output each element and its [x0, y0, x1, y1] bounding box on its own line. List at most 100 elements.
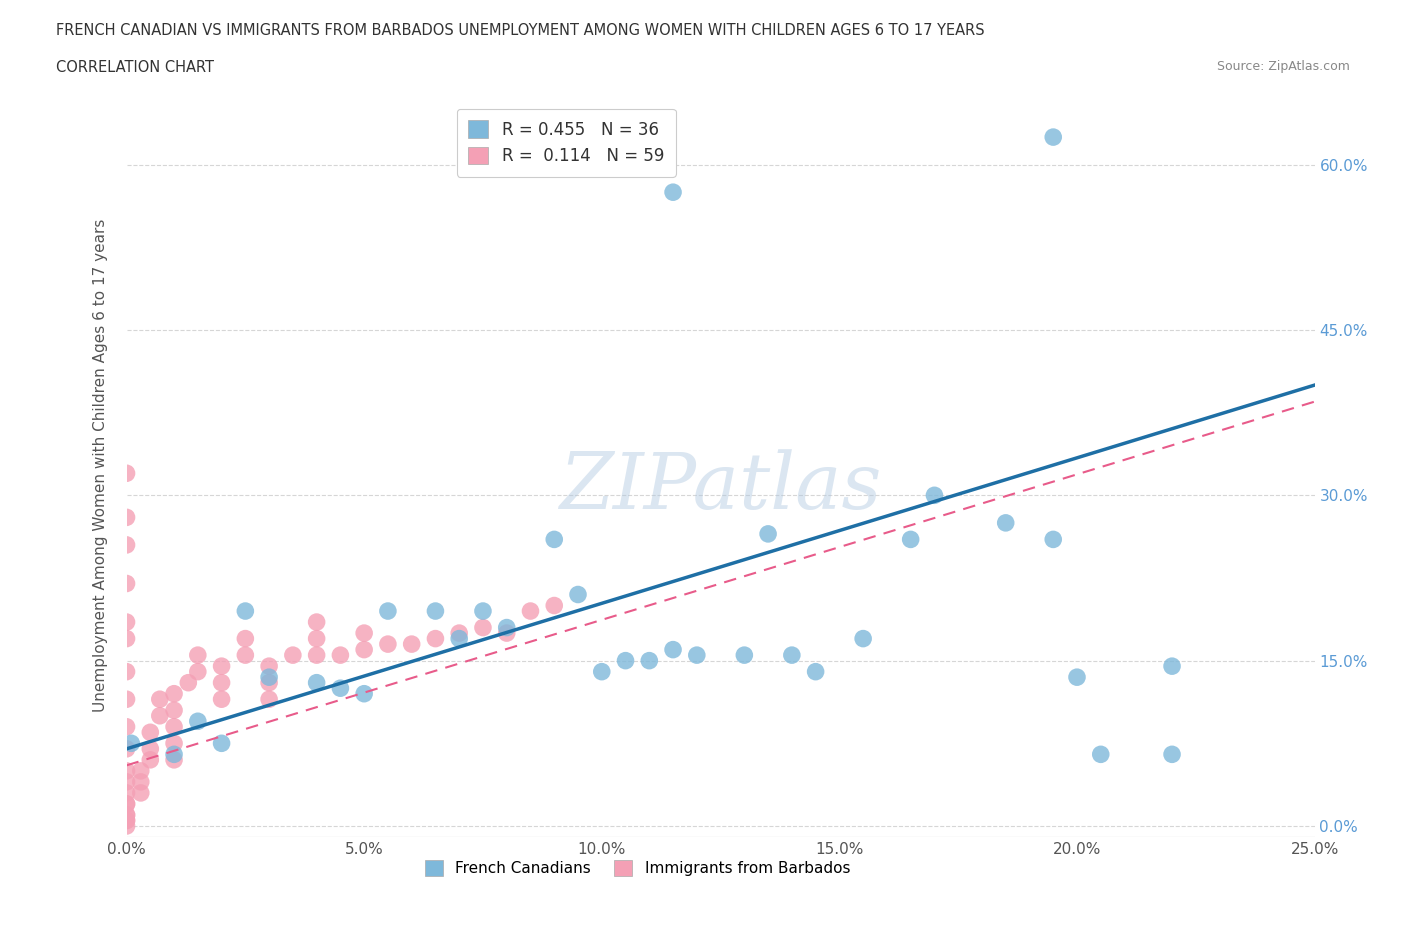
Point	[780, 647, 803, 662]
Point	[115, 813, 138, 828]
Point	[257, 675, 280, 690]
Point	[233, 604, 257, 618]
Point	[257, 692, 280, 707]
Point	[614, 653, 637, 668]
Point	[139, 741, 162, 756]
Point	[211, 675, 233, 690]
Point	[163, 703, 186, 718]
Point	[257, 670, 280, 684]
Point	[139, 752, 162, 767]
Text: ZIPatlas: ZIPatlas	[560, 449, 882, 525]
Text: CORRELATION CHART: CORRELATION CHART	[56, 60, 214, 75]
Point	[115, 576, 138, 591]
Point	[638, 653, 661, 668]
Point	[1090, 747, 1112, 762]
Point	[115, 510, 138, 525]
Point	[115, 538, 138, 552]
Point	[353, 686, 375, 701]
Point	[115, 719, 138, 734]
Point	[163, 686, 186, 701]
Point	[924, 488, 946, 503]
Point	[353, 643, 375, 658]
Point	[115, 796, 138, 811]
Point	[329, 647, 352, 662]
Point	[187, 647, 209, 662]
Point	[149, 692, 172, 707]
Point	[177, 675, 200, 690]
Point	[305, 675, 328, 690]
Point	[163, 752, 186, 767]
Point	[115, 764, 138, 778]
Point	[211, 736, 233, 751]
Point	[425, 631, 447, 646]
Point	[804, 664, 827, 679]
Point	[994, 515, 1017, 530]
Point	[115, 818, 138, 833]
Point	[543, 598, 565, 613]
Point	[115, 664, 138, 679]
Text: Source: ZipAtlas.com: Source: ZipAtlas.com	[1216, 60, 1350, 73]
Point	[353, 626, 375, 641]
Point	[120, 736, 142, 751]
Point	[115, 807, 138, 822]
Point	[305, 647, 328, 662]
Point	[115, 741, 138, 756]
Point	[305, 615, 328, 630]
Point	[115, 813, 138, 828]
Point	[449, 626, 471, 641]
Point	[495, 626, 517, 641]
Point	[163, 747, 186, 762]
Point	[115, 466, 138, 481]
Point	[543, 532, 565, 547]
Point	[329, 681, 352, 696]
Point	[733, 647, 755, 662]
Point	[305, 631, 328, 646]
Point	[139, 724, 162, 739]
Point	[662, 185, 685, 200]
Point	[129, 786, 152, 801]
Point	[233, 647, 257, 662]
Point	[115, 631, 138, 646]
Point	[377, 604, 399, 618]
Point	[662, 643, 685, 658]
Point	[115, 615, 138, 630]
Point	[163, 719, 186, 734]
Point	[187, 664, 209, 679]
Point	[401, 637, 423, 652]
Point	[377, 637, 399, 652]
Point	[163, 736, 186, 751]
Point	[211, 658, 233, 673]
Point	[900, 532, 922, 547]
Point	[115, 807, 138, 822]
Point	[115, 692, 138, 707]
Point	[149, 709, 172, 724]
Point	[211, 692, 233, 707]
Point	[449, 631, 471, 646]
Point	[233, 631, 257, 646]
Point	[519, 604, 541, 618]
Y-axis label: Unemployment Among Women with Children Ages 6 to 17 years: Unemployment Among Women with Children A…	[93, 219, 108, 711]
Point	[281, 647, 304, 662]
Point	[1042, 532, 1064, 547]
Point	[686, 647, 709, 662]
Point	[567, 587, 589, 602]
Point	[425, 604, 447, 618]
Point	[591, 664, 613, 679]
Point	[1161, 747, 1184, 762]
Point	[129, 764, 152, 778]
Point	[1042, 129, 1064, 144]
Text: FRENCH CANADIAN VS IMMIGRANTS FROM BARBADOS UNEMPLOYMENT AMONG WOMEN WITH CHILDR: FRENCH CANADIAN VS IMMIGRANTS FROM BARBA…	[56, 23, 984, 38]
Point	[115, 775, 138, 790]
Point	[187, 714, 209, 729]
Point	[115, 786, 138, 801]
Point	[472, 620, 495, 635]
Point	[852, 631, 875, 646]
Point	[495, 620, 517, 635]
Point	[756, 526, 779, 541]
Point	[257, 658, 280, 673]
Point	[1161, 658, 1184, 673]
Point	[472, 604, 495, 618]
Point	[115, 796, 138, 811]
Point	[129, 775, 152, 790]
Point	[1066, 670, 1088, 684]
